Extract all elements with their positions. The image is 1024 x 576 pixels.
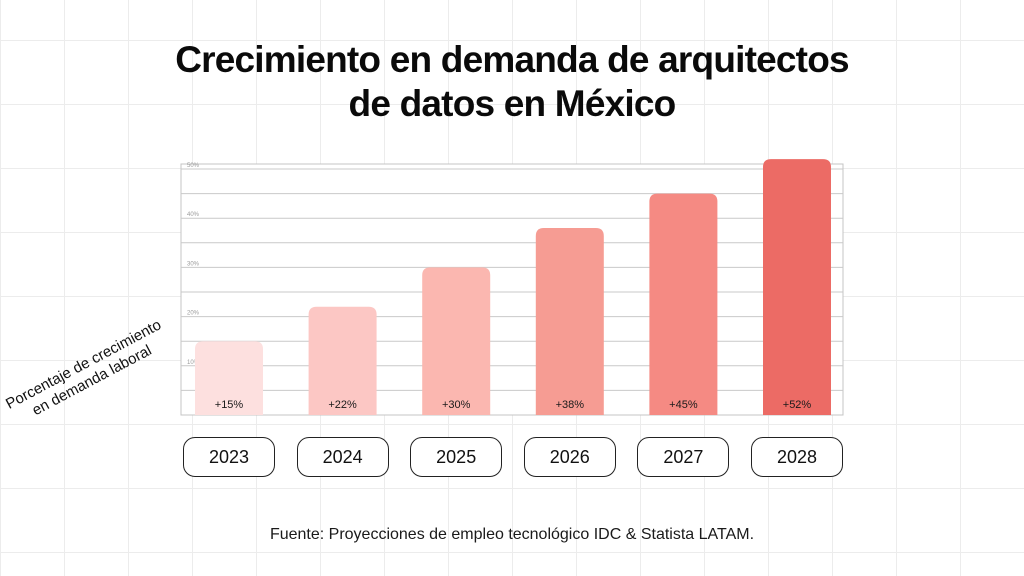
bar-value-labels: +15% +22% +30% +38% +45% +52% (215, 399, 812, 411)
bar-value-label: +45% (669, 399, 698, 411)
year-pill-2024: 2024 (296, 437, 389, 477)
chart-title: Crecimiento en demanda de arquitectos de… (175, 39, 849, 124)
y-tick-label: 50% (187, 163, 200, 169)
bar-value-label: +52% (783, 399, 812, 411)
plot-area (180, 163, 844, 416)
bar-value-label: +38% (556, 399, 585, 411)
bars (195, 159, 831, 415)
y-tick-label: 20% (187, 311, 200, 317)
y-tick-label: 10% (187, 360, 200, 366)
year-pill-2026: 2026 (523, 437, 616, 477)
bar-2025 (422, 267, 491, 415)
year-pill-2028: 2028 (751, 437, 843, 477)
year-pill-2027: 2027 (637, 437, 730, 477)
source-note: Fuente: Proyecciones de empleo tecnológi… (269, 526, 755, 543)
y-tick-label: 30% (187, 261, 200, 267)
gridlines (181, 168, 843, 391)
bar-2026 (535, 228, 604, 415)
year-pill-2025: 2025 (410, 437, 503, 477)
year-pill-2023: 2023 (183, 437, 275, 477)
bar-value-label: +15% (215, 399, 244, 411)
bar-value-label: +22% (328, 399, 357, 411)
y-tick-labels: 10% 20% 30% 40% 50% (187, 163, 200, 366)
y-tick-label: 40% (187, 212, 200, 218)
bar-2027 (649, 193, 718, 415)
bar-2028 (763, 159, 831, 415)
bar-2023 (195, 341, 263, 415)
bar-2024 (308, 306, 377, 415)
bar-value-label: +30% (442, 399, 471, 411)
